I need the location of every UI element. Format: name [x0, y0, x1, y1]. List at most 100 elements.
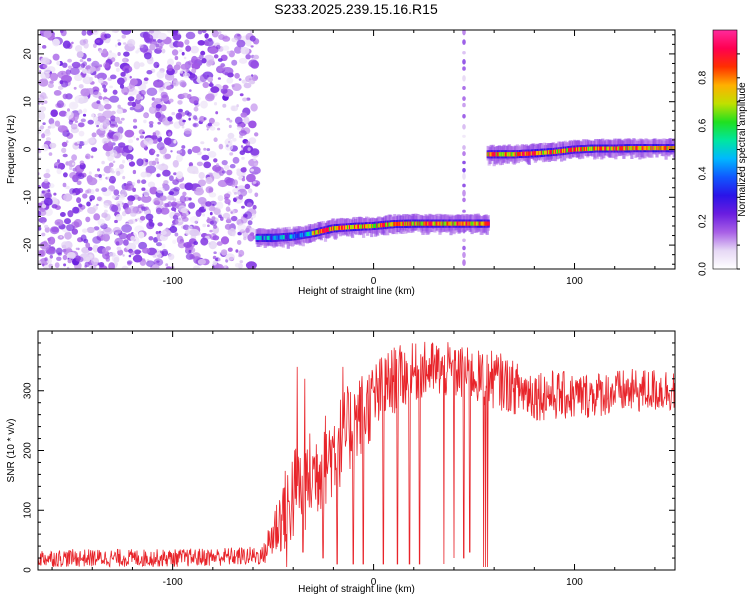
spectrogram-noise — [38, 30, 261, 269]
y-tick-label: -20 — [23, 237, 34, 252]
noise-blob — [209, 211, 213, 216]
noise-blob — [245, 227, 250, 233]
noise-blob — [105, 257, 111, 262]
noise-blob — [203, 117, 207, 121]
noise-blob — [143, 137, 154, 146]
noise-blob — [142, 131, 146, 135]
noise-blob — [39, 125, 45, 130]
noise-blob — [109, 95, 119, 103]
noise-blob — [123, 68, 130, 74]
artifact-dot — [462, 39, 466, 45]
noise-blob — [249, 79, 256, 85]
noise-blob — [240, 47, 250, 55]
noise-blob — [169, 226, 178, 233]
noise-blob — [218, 143, 224, 150]
noise-blob — [124, 129, 135, 138]
noise-blob — [119, 83, 125, 89]
noise-blob — [181, 145, 186, 149]
noise-blob — [84, 265, 88, 268]
noise-blob — [137, 217, 140, 221]
noise-blob — [89, 263, 97, 269]
noise-blob — [211, 216, 216, 221]
noise-blob — [224, 223, 232, 230]
noise-blob — [200, 100, 208, 109]
noise-blob — [71, 41, 74, 45]
noise-blob — [97, 230, 102, 237]
noise-blob — [248, 266, 256, 269]
noise-blob — [201, 58, 207, 64]
noise-blob — [41, 203, 47, 209]
noise-blob — [231, 59, 238, 66]
noise-blob — [157, 38, 163, 44]
artifact-dot — [462, 59, 466, 65]
noise-blob — [82, 193, 88, 199]
noise-blob — [203, 161, 212, 169]
noise-blob — [172, 32, 182, 41]
noise-blob — [226, 50, 231, 54]
noise-blob — [252, 204, 257, 210]
noise-blob — [227, 247, 233, 252]
artifact-dot — [462, 209, 466, 213]
noise-blob — [239, 150, 246, 156]
noise-blob — [127, 195, 136, 202]
noise-blob — [40, 57, 51, 66]
noise-blob — [216, 163, 219, 167]
noise-blob — [85, 256, 91, 262]
noise-blob — [126, 180, 133, 186]
noise-blob — [181, 92, 190, 99]
noise-blob — [158, 86, 165, 94]
noise-blob — [61, 241, 70, 249]
noise-blob — [60, 30, 67, 37]
y-tick-label: 300 — [23, 382, 34, 399]
noise-blob — [253, 158, 257, 162]
noise-blob — [241, 177, 246, 182]
noise-blob — [159, 195, 167, 201]
noise-blob — [45, 128, 51, 134]
noise-blob — [41, 133, 46, 139]
noise-blob — [226, 77, 234, 84]
noise-blob — [176, 171, 184, 180]
noise-blob — [154, 252, 162, 259]
noise-blob — [87, 177, 98, 186]
noise-blob — [83, 42, 89, 49]
noise-blob — [141, 187, 146, 191]
noise-blob — [41, 144, 49, 152]
noise-blob — [70, 123, 78, 130]
noise-blob — [141, 206, 146, 210]
noise-blob — [123, 239, 129, 246]
noise-blob — [82, 113, 87, 117]
noise-blob — [136, 179, 141, 184]
noise-blob — [138, 231, 145, 239]
y-tick-label: -10 — [23, 190, 34, 205]
noise-blob — [235, 196, 239, 200]
noise-blob — [94, 120, 101, 126]
noise-blob — [111, 204, 119, 212]
noise-blob — [204, 33, 209, 39]
noise-blob — [224, 142, 234, 151]
noise-blob — [184, 128, 193, 135]
noise-blob — [152, 254, 157, 258]
noise-blob — [48, 244, 51, 248]
noise-blob — [244, 183, 251, 190]
noise-blob — [133, 118, 137, 123]
noise-blob — [188, 117, 191, 121]
noise-blob — [168, 253, 175, 261]
noise-blob — [87, 137, 96, 144]
noise-blob — [167, 116, 173, 122]
noise-blob — [169, 188, 180, 196]
noise-blob — [202, 81, 210, 89]
noise-blob — [38, 97, 44, 104]
noise-blob — [238, 57, 248, 64]
colorbar-tick-label: 0.6 — [698, 118, 709, 132]
artifact-dot — [462, 245, 466, 251]
noise-blob — [211, 30, 219, 38]
artifact-dot — [462, 134, 466, 138]
noise-blob — [87, 246, 93, 251]
artifact-dot — [462, 189, 466, 197]
noise-blob — [235, 249, 239, 253]
snr-polyline — [38, 341, 675, 568]
noise-blob — [216, 264, 224, 269]
noise-blob — [138, 90, 142, 94]
noise-blob — [237, 240, 242, 245]
